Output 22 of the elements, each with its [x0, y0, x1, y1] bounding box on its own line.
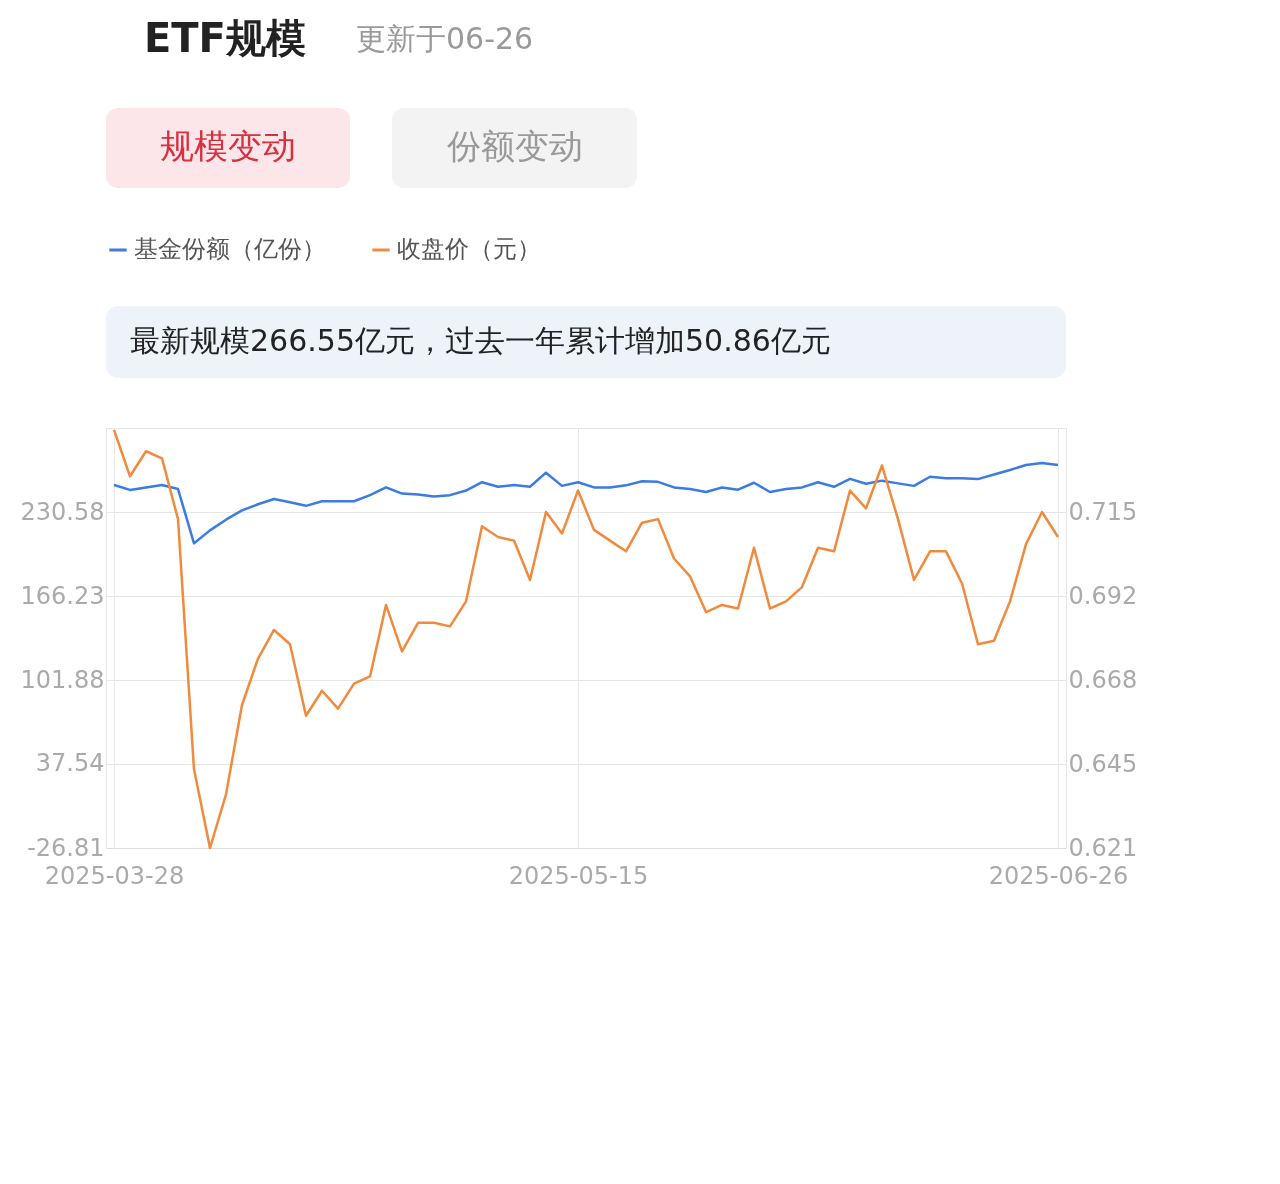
text: 规模变动	[160, 126, 296, 166]
y2-tick-label: 0.621	[1068, 833, 1138, 862]
line-series	[112, 461, 1060, 545]
legend-label: 基金份额（亿份）	[134, 235, 326, 263]
y-tick-label: 230.58	[20, 497, 105, 526]
y-tick-label: 166.23	[20, 581, 105, 610]
line-series	[112, 428, 1060, 850]
y2-tick-label: 0.645	[1068, 749, 1138, 778]
y2-tick-label: 0.715	[1068, 497, 1138, 526]
x-tick-label: 2025-05-15	[508, 861, 649, 890]
legend-label: 收盘价（元）	[397, 235, 541, 263]
text: 份额变动	[446, 126, 583, 166]
x-tick-label: 2025-03-28	[44, 861, 185, 890]
y-tick-label: -26.81	[27, 833, 105, 862]
y-tick-label: 37.54	[35, 749, 105, 778]
text: 最新规模266.55亿元，过去一年累计增加50.86亿元	[130, 323, 831, 358]
y-tick-label: 101.88	[20, 665, 105, 694]
chart-title: ETF规模	[144, 15, 306, 61]
y2-tick-label: 0.692	[1068, 581, 1138, 610]
y2-tick-label: 0.668	[1068, 665, 1138, 694]
chart-subtitle: 更新于06-26	[356, 21, 534, 56]
x-tick-label: 2025-06-26	[988, 861, 1129, 890]
